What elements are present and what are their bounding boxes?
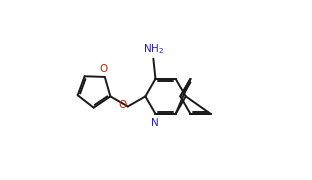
Text: O: O [119, 100, 127, 110]
Text: N: N [150, 118, 158, 128]
Text: NH$_2$: NH$_2$ [143, 42, 164, 56]
Text: O: O [100, 64, 108, 74]
